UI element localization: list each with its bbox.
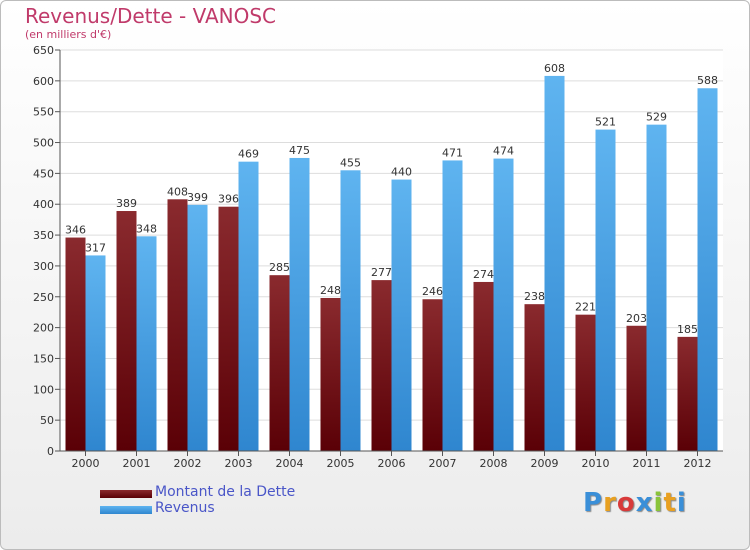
data-label-debt: 389	[116, 197, 137, 210]
legend-label-revenue: Revenus	[155, 500, 215, 516]
logo-letter: t	[663, 488, 677, 518]
data-label-debt: 274	[473, 268, 494, 281]
bar-debt	[269, 275, 290, 451]
bar-debt	[167, 199, 188, 451]
data-label-revenue: 608	[544, 62, 565, 75]
bar-debt	[320, 298, 341, 451]
x-tick-label: 2007	[429, 457, 457, 470]
logo-letter: r	[603, 488, 617, 518]
bar-revenue	[238, 161, 259, 451]
logo-letter: i	[676, 488, 687, 518]
x-tick-label: 2005	[327, 457, 355, 470]
data-label-debt: 346	[65, 224, 86, 237]
bar-debt	[422, 299, 443, 451]
bar-revenue	[442, 160, 463, 451]
x-tick-label: 2006	[378, 457, 406, 470]
data-label-debt: 408	[167, 185, 188, 198]
data-label-revenue: 440	[391, 166, 412, 179]
bar-revenue	[289, 157, 310, 451]
bar-debt	[473, 281, 494, 451]
data-label-debt: 246	[422, 285, 443, 298]
proxiti-logo: Proxiti	[583, 488, 687, 518]
data-label-debt: 277	[371, 266, 392, 279]
data-label-revenue: 471	[442, 146, 463, 159]
x-tick-label: 2011	[633, 457, 661, 470]
y-tick-label: 150	[33, 352, 54, 365]
x-tick-label: 2010	[582, 457, 610, 470]
data-label-revenue: 529	[646, 111, 667, 124]
data-label-revenue: 588	[697, 74, 718, 87]
data-label-revenue: 469	[238, 148, 259, 161]
data-label-debt: 221	[575, 301, 596, 314]
y-tick-label: 300	[33, 260, 54, 273]
data-label-debt: 285	[269, 261, 290, 274]
data-label-debt: 238	[524, 290, 545, 303]
x-tick-label: 2003	[225, 457, 253, 470]
bar-revenue	[646, 124, 667, 451]
bar-revenue	[544, 75, 565, 451]
data-label-revenue: 455	[340, 156, 361, 169]
chart-subtitle: (en milliers d'€)	[25, 28, 112, 41]
bar-revenue	[187, 204, 208, 451]
x-tick-label: 2009	[531, 457, 559, 470]
bar-debt	[524, 304, 545, 451]
y-tick-label: 350	[33, 229, 54, 242]
y-tick-label: 100	[33, 383, 54, 396]
data-label-revenue: 348	[136, 222, 157, 235]
y-tick-label: 200	[33, 322, 54, 335]
bar-debt	[116, 211, 137, 451]
bar-revenue	[85, 255, 106, 451]
data-label-debt: 248	[320, 284, 341, 297]
logo-letter: i	[653, 488, 664, 518]
y-tick-label: 600	[33, 75, 54, 88]
bar-revenue	[340, 170, 361, 452]
bar-revenue	[391, 179, 412, 452]
data-label-revenue: 475	[289, 144, 310, 157]
y-tick-label: 400	[33, 198, 54, 211]
x-tick-label: 2001	[123, 457, 151, 470]
bar-debt	[677, 336, 698, 451]
bar-revenue	[493, 158, 514, 451]
bar-revenue	[595, 129, 616, 452]
data-label-revenue: 399	[187, 191, 208, 204]
data-label-debt: 203	[626, 312, 647, 325]
y-tick-label: 550	[33, 106, 54, 119]
y-tick-label: 450	[33, 167, 54, 180]
legend-swatch-debt	[100, 490, 152, 498]
legend-label-debt: Montant de la Dette	[155, 484, 296, 500]
data-label-debt: 396	[218, 193, 239, 206]
y-tick-label: 500	[33, 137, 54, 150]
legend-swatch-revenue	[100, 506, 152, 514]
y-tick-label: 650	[33, 44, 54, 57]
logo-letter: x	[635, 488, 654, 518]
data-label-revenue: 317	[85, 241, 106, 254]
y-tick-label: 250	[33, 291, 54, 304]
x-tick-label: 2002	[174, 457, 202, 470]
logo-letter: o	[616, 488, 636, 518]
chart-title: Revenus/Dette - VANOSC	[25, 4, 277, 28]
x-tick-label: 2012	[684, 457, 712, 470]
bar-debt	[65, 237, 86, 451]
bar-revenue	[697, 88, 718, 451]
y-tick-label: 0	[47, 445, 54, 458]
bar-debt	[626, 325, 647, 451]
data-label-debt: 185	[677, 323, 698, 336]
x-tick-label: 2004	[276, 457, 304, 470]
bar-revenue	[136, 236, 157, 451]
x-tick-label: 2008	[480, 457, 508, 470]
x-tick-label: 2000	[72, 457, 100, 470]
logo-letter: P	[583, 488, 604, 518]
bar-debt	[218, 206, 239, 451]
data-label-revenue: 521	[595, 116, 616, 129]
bar-debt	[575, 314, 596, 451]
bar-debt	[371, 280, 392, 451]
y-tick-label: 50	[40, 414, 54, 427]
data-label-revenue: 474	[493, 145, 514, 158]
